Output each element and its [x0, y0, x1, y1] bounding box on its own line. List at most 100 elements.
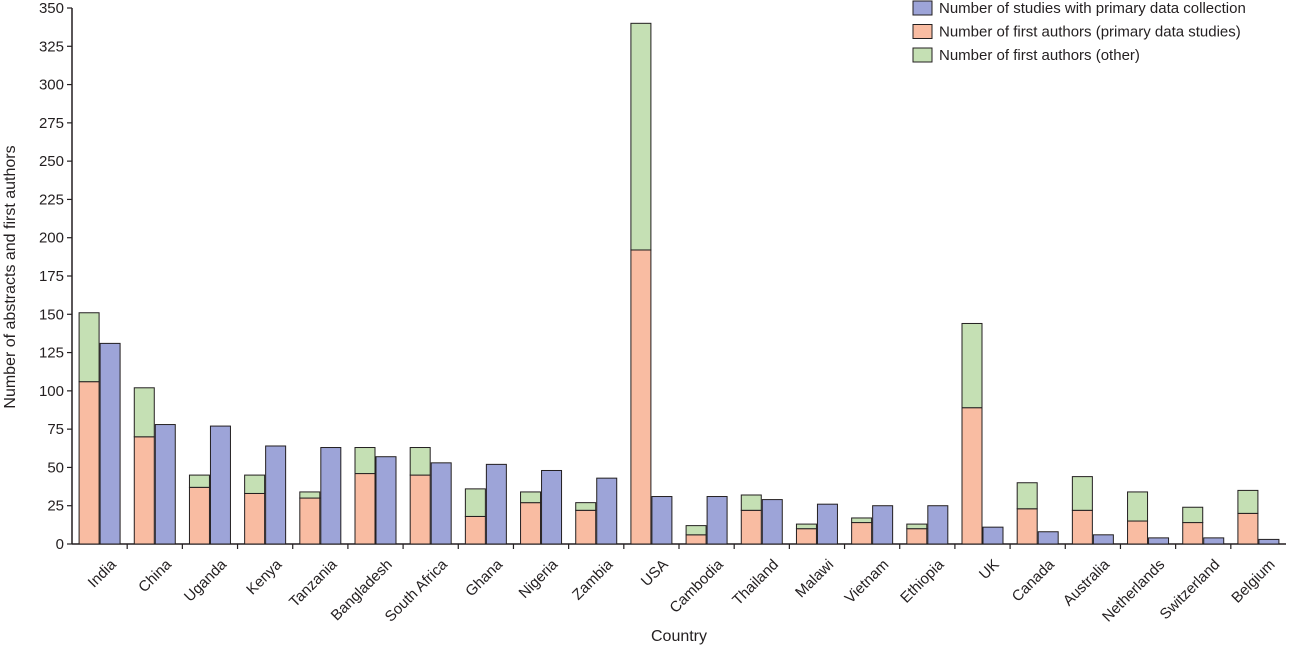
y-tick-label: 250 — [39, 153, 64, 170]
x-tick-label: China — [135, 556, 175, 596]
bar-first-authors-other — [685, 525, 707, 536]
bar-first-authors-primary — [1016, 508, 1038, 545]
bar-first-authors-other — [795, 523, 817, 530]
y-tick-label: 25 — [47, 498, 64, 515]
x-tick-label: Zambia — [569, 556, 617, 604]
y-tick-label: 175 — [39, 268, 64, 285]
bar-first-authors-primary — [906, 528, 928, 545]
bar-first-authors-other — [464, 488, 486, 517]
legend: Number of studies with primary data coll… — [912, 0, 1246, 64]
bar-studies-primary-data — [816, 503, 838, 545]
x-tick-label: Canada — [1009, 556, 1059, 606]
legend-swatch — [912, 47, 933, 63]
y-axis-title: Number of abstracts and first authors — [2, 145, 19, 408]
x-tick-label: Nigeria — [516, 556, 562, 602]
y-tick-label: 125 — [39, 345, 64, 362]
bar-first-authors-other — [961, 322, 983, 409]
x-tick-label: Thailand — [729, 556, 782, 609]
bar-first-authors-other — [851, 517, 873, 524]
bar-studies-primary-data — [320, 447, 342, 545]
bar-studies-primary-data — [1258, 538, 1280, 545]
x-tick-label: Vietnam — [842, 556, 893, 607]
x-axis: India China Uganda Kenya TanzaniaBangladeshS… — [72, 543, 1286, 625]
x-tick-label: Malawi — [792, 556, 837, 601]
x-axis-title: Country — [651, 628, 707, 645]
x-tick-label: Belgium — [1228, 556, 1278, 606]
x-tick-label: Switzerland — [1157, 556, 1224, 623]
bars — [78, 22, 1280, 545]
bar-first-authors-primary — [133, 436, 155, 545]
bar-studies-primary-data — [375, 456, 397, 545]
bar-studies-primary-data — [651, 496, 673, 545]
y-tick-label: 225 — [39, 191, 64, 208]
y-tick-label: 275 — [39, 115, 64, 132]
bar-first-authors-primary — [1127, 520, 1149, 545]
y-tick-label: 350 — [39, 0, 64, 17]
bar-first-authors-primary — [961, 407, 983, 545]
bar-first-authors-other — [354, 447, 376, 475]
bar-studies-primary-data — [1037, 531, 1059, 545]
x-tick-label: Tanzania — [286, 556, 341, 611]
bar-studies-primary-data — [541, 469, 563, 545]
bar-studies-primary-data — [596, 477, 618, 545]
bar-studies-primary-data — [430, 462, 452, 545]
bar-first-authors-primary — [409, 474, 431, 545]
bar-first-authors-other — [78, 312, 100, 383]
x-tick-label: Cambodia — [666, 556, 727, 617]
bar-first-authors-other — [299, 491, 321, 499]
bar-first-authors-other — [1071, 476, 1093, 511]
bar-first-authors-primary — [244, 492, 266, 545]
x-tick-label: Ghana — [462, 556, 506, 600]
y-tick-label: 300 — [39, 77, 64, 94]
y-tick-label: 0 — [56, 536, 64, 553]
bar-studies-primary-data — [1203, 537, 1225, 545]
legend-swatch — [912, 24, 933, 39]
bar-first-authors-other — [520, 491, 542, 504]
x-tick-label: India — [85, 556, 120, 591]
legend-label: Number of first authors (primary data st… — [939, 24, 1241, 41]
bar-first-authors-primary — [78, 381, 100, 545]
bar-studies-primary-data — [1092, 534, 1114, 545]
y-tick-label: 100 — [39, 383, 64, 400]
y-tick-label: 75 — [47, 421, 64, 438]
bar-first-authors-primary — [1182, 522, 1204, 545]
bar-studies-primary-data — [209, 425, 231, 545]
bar-studies-primary-data — [485, 463, 507, 545]
bar-first-authors-other — [630, 22, 652, 251]
bar-first-authors-primary — [851, 522, 873, 545]
x-tick-label: Ethiopia — [897, 556, 948, 607]
bar-first-authors-primary — [575, 509, 597, 545]
bar-studies-primary-data — [154, 424, 176, 545]
bar-studies-primary-data — [927, 505, 949, 545]
x-tick-label: Kenya — [243, 556, 286, 599]
bar-first-authors-other — [1182, 506, 1204, 524]
bar-first-authors-primary — [354, 473, 376, 545]
y-tick-label: 50 — [47, 459, 64, 476]
y-tick-label: 200 — [39, 230, 64, 247]
bar-first-authors-other — [133, 387, 155, 438]
bar-first-authors-primary — [630, 249, 652, 545]
bar-first-authors-other — [906, 523, 928, 530]
bar-first-authors-other — [1237, 489, 1259, 514]
bar-first-authors-primary — [795, 528, 817, 545]
bar-first-authors-primary — [1071, 509, 1093, 545]
bar-first-authors-primary — [299, 497, 321, 545]
bar-studies-primary-data — [982, 526, 1004, 545]
bar-first-authors-primary — [464, 515, 486, 545]
bar-first-authors-primary — [1237, 512, 1259, 545]
x-tick-label: Uganda — [181, 556, 231, 606]
y-tick-label: 150 — [39, 306, 64, 323]
bar-studies-primary-data — [761, 499, 783, 545]
bar-first-authors-other — [1127, 491, 1149, 522]
bar-first-authors-primary — [520, 502, 542, 545]
x-tick-label: UK — [976, 556, 1003, 583]
legend-label: Number of studies with primary data coll… — [939, 0, 1246, 17]
bar-first-authors-other — [740, 494, 762, 511]
bar-first-authors-other — [575, 502, 597, 511]
bar-studies-primary-data — [99, 342, 121, 545]
bar-studies-primary-data — [265, 445, 287, 545]
bar-first-authors-other — [188, 474, 210, 488]
bar-first-authors-primary — [188, 486, 210, 545]
legend-swatch — [912, 0, 933, 16]
